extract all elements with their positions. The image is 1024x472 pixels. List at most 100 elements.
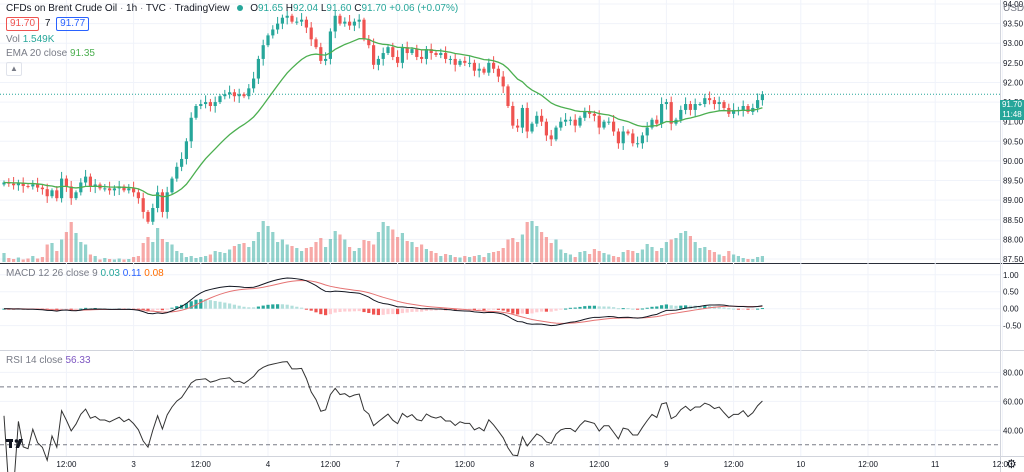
rsi-tick-label: 80.00 — [1003, 368, 1024, 377]
volume-bar — [31, 256, 35, 262]
time-tick-label: 12:00 — [455, 460, 476, 469]
candle-body — [722, 102, 726, 108]
volume-bar — [180, 253, 184, 262]
candle-body — [554, 127, 558, 140]
candle-body — [621, 131, 625, 144]
candle-body — [400, 47, 404, 63]
macd-histogram-bar — [338, 308, 342, 313]
candle-body — [40, 187, 44, 190]
macd-histogram-bar — [189, 301, 193, 309]
collapse-legend-button[interactable]: ▲ — [6, 62, 22, 76]
macd-histogram-bar — [588, 305, 592, 309]
volume-bar — [693, 242, 697, 262]
macd-histogram-bar — [352, 308, 356, 312]
candle-body — [520, 107, 524, 128]
volume-bar — [218, 252, 222, 262]
price-axis: 94.0093.5093.0092.5092.0091.5091.0090.50… — [1003, 0, 1024, 435]
volume-bar — [194, 258, 198, 262]
buy-button[interactable]: 91.77 — [56, 17, 90, 31]
candle-body — [530, 123, 534, 132]
volume-bar — [276, 242, 280, 262]
macd-histogram-bar — [434, 308, 438, 311]
volume-bar — [756, 257, 760, 262]
volume-bar — [453, 257, 457, 262]
macd-histogram-bar — [141, 308, 145, 311]
macd-histogram-bar — [280, 304, 284, 309]
macd-histogram-bar — [573, 307, 577, 309]
candle-body — [367, 39, 371, 46]
macd-histogram-bar — [74, 308, 78, 310]
volume-bar — [616, 257, 620, 262]
volume-bar — [439, 256, 443, 262]
ema-legend[interactable]: EMA 20 close 91.35 — [6, 48, 95, 60]
candle-body — [597, 115, 601, 128]
volume-bar — [60, 239, 64, 262]
macd-histogram-bar — [477, 308, 481, 311]
volume-bar — [136, 256, 140, 262]
macd-histogram-bar — [626, 308, 630, 310]
candle-body — [650, 119, 654, 128]
time-tick-label: 12:00 — [858, 460, 879, 469]
macd-histogram-bar — [578, 306, 582, 309]
sell-button[interactable]: 91.70 — [6, 17, 40, 31]
macd-histogram-bar — [650, 306, 654, 309]
volume-bar — [396, 237, 400, 262]
interval-label[interactable]: 1h — [126, 3, 138, 14]
price-tick-label: 93.50 — [1003, 20, 1024, 29]
candle-body — [511, 106, 515, 126]
macd-histogram-bar — [506, 308, 510, 312]
bar-countdown: 11:48 — [1002, 110, 1022, 119]
macd-histogram-bar — [261, 305, 265, 309]
macd-legend-v1: 0.03 — [100, 268, 120, 279]
chevron-up-icon: ▲ — [10, 64, 18, 73]
volume-bar — [285, 244, 289, 262]
volume-bar — [338, 234, 342, 262]
volume-bar — [468, 257, 472, 262]
candle-body — [698, 104, 702, 106]
candle-body — [732, 109, 736, 114]
candle-body — [300, 19, 304, 22]
volume-bar — [26, 258, 30, 262]
volume-bar — [343, 239, 347, 262]
candle-body — [64, 178, 68, 187]
macd-histogram-bar — [391, 308, 395, 315]
volume-bar — [506, 239, 510, 262]
candles — [2, 10, 764, 225]
candle-body — [592, 113, 596, 116]
macd-legend[interactable]: MACD 12 26 close 9 0.03 0.11 0.08 — [6, 268, 164, 280]
volume-bar — [376, 232, 380, 262]
volume-bar — [583, 251, 587, 262]
candle-body — [415, 49, 419, 57]
currency-menu[interactable]: USD ▼ — [1003, 3, 1024, 16]
candle-body — [578, 117, 582, 126]
volume-bar — [760, 256, 764, 262]
volume-bar — [261, 221, 265, 262]
rsi-legend[interactable]: RSI 14 close 56.33 — [6, 355, 91, 367]
macd-histogram-bar — [232, 304, 236, 309]
candle-body — [506, 86, 510, 106]
macd-histogram-bar — [741, 308, 745, 310]
settings-gear-icon[interactable]: ⚙ — [1006, 457, 1017, 471]
macd-histogram-bar — [304, 308, 308, 310]
price-tick-label: 92.50 — [1003, 59, 1024, 68]
candle-body — [472, 62, 476, 71]
candle-body — [204, 102, 208, 105]
macd-histogram-bar — [199, 299, 203, 309]
tradingview-logo[interactable] — [6, 437, 26, 449]
ohlc-c-label: C — [354, 3, 362, 14]
volume-legend[interactable]: Vol 1.549K — [6, 34, 54, 46]
volume-bar — [69, 222, 73, 262]
symbol-title[interactable]: CFDs on Brent Crude Oil — [6, 3, 118, 14]
ema-legend-label: EMA 20 close — [6, 48, 68, 59]
volume-bar — [640, 249, 644, 262]
candle-body — [410, 49, 414, 54]
volume-bar — [588, 254, 592, 262]
macd-histogram-bar — [410, 308, 414, 312]
macd-histogram-bar — [170, 307, 174, 309]
macd-histogram-bar — [165, 308, 169, 310]
macd-histogram-bar — [290, 305, 294, 309]
volume-bar — [592, 249, 596, 262]
ohlc-l: 91.60 — [326, 3, 352, 14]
volume-bars — [2, 221, 764, 262]
